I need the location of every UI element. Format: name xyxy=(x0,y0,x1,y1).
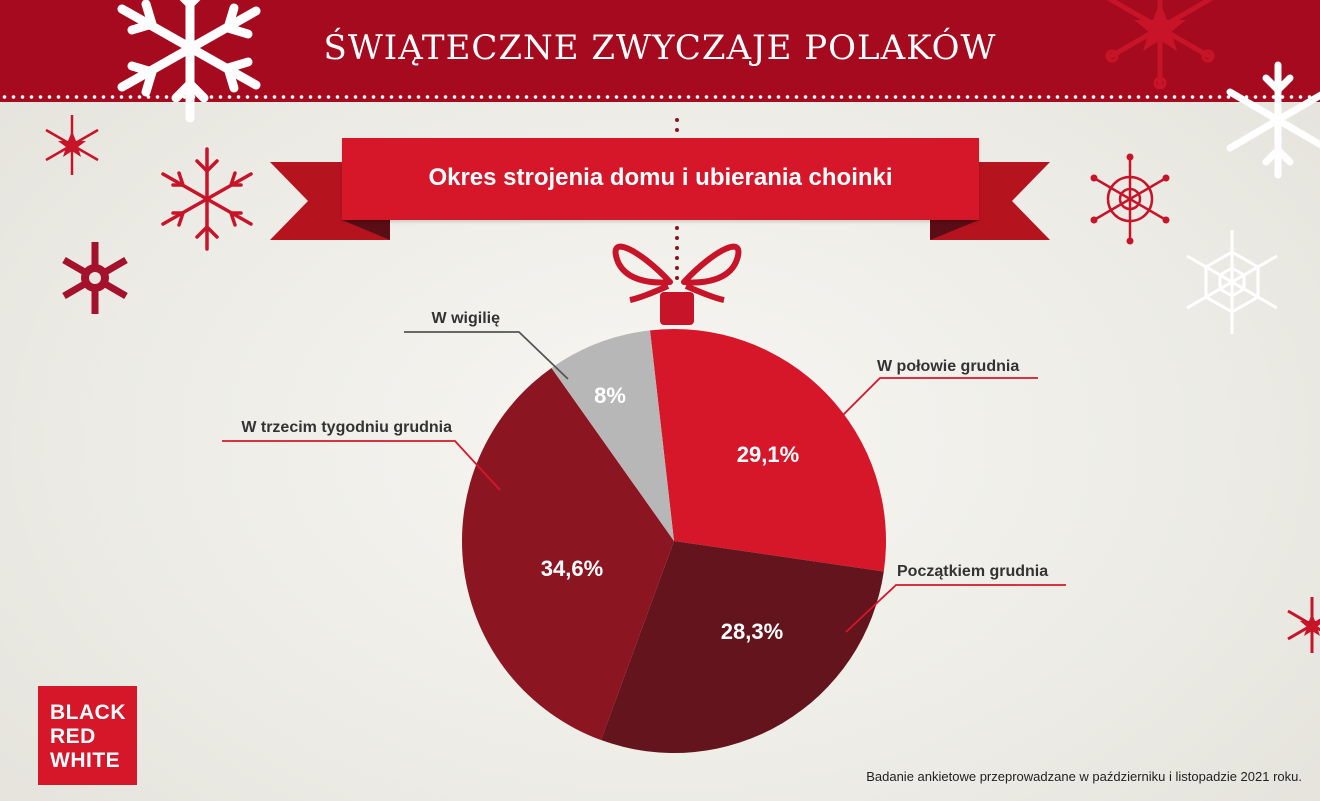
leader-line xyxy=(404,331,569,380)
pie-slice xyxy=(650,329,886,572)
pie-slice xyxy=(551,330,674,541)
snowflake-white-large-icon xyxy=(117,0,261,123)
snowflake-red-mandala-icon xyxy=(1090,153,1170,245)
snowflake-white-outline-icon xyxy=(1186,230,1278,334)
snowflake-red-outline-icon xyxy=(161,147,253,251)
pie-category-label: W wigilię xyxy=(432,310,501,327)
snowflake-white-right-icon xyxy=(1226,61,1320,179)
pie-slice xyxy=(601,541,884,754)
pie-value-label: 29,1% xyxy=(737,442,799,467)
pie-category-label: W trzecim tygodniu grudnia xyxy=(241,419,452,436)
pie-value-label: 8% xyxy=(594,383,626,408)
snowflake-darkred-icon xyxy=(62,242,128,314)
footnote: Badanie ankietowe przeprowadzane w paźdz… xyxy=(866,769,1302,784)
ornament-cap xyxy=(660,292,694,325)
snowflake-red-small-icon xyxy=(45,115,99,175)
chart-title-banner: Okres strojenia domu i ubierania choinki xyxy=(270,138,1050,242)
leader-line xyxy=(222,440,501,491)
pie-value-label: 34,6% xyxy=(541,556,603,581)
ornament-string xyxy=(675,118,679,280)
leader-line xyxy=(845,584,1066,633)
leader-line xyxy=(827,377,1038,431)
pie-category-label: W połowie grudnia xyxy=(877,358,1019,375)
logo-line-2: RED xyxy=(50,725,96,748)
pie-value-label: 28,3% xyxy=(721,619,783,644)
chart-title: Okres strojenia domu i ubierania choinki xyxy=(428,164,893,191)
brand-logo: BLACK RED WHITE xyxy=(38,686,137,785)
snowflake-red-star-icon xyxy=(1105,0,1215,90)
logo-line-3: WHITE xyxy=(50,749,121,772)
pie-slice xyxy=(462,367,674,741)
pie-category-label: Początkiem grudnia xyxy=(897,563,1048,580)
header-dotted-border xyxy=(0,92,1320,102)
header-band: ŚWIĄTECZNE ZWYCZAJE POLAKÓW xyxy=(0,0,1320,92)
ornament-bow-icon xyxy=(612,243,742,303)
banner-main: Okres strojenia domu i ubierania choinki xyxy=(342,138,979,220)
page-title: ŚWIĄTECZNE ZWYCZAJE POLAKÓW xyxy=(323,28,997,68)
logo-line-1: BLACK xyxy=(50,701,126,724)
snowflake-red-corner-icon xyxy=(1287,597,1320,653)
